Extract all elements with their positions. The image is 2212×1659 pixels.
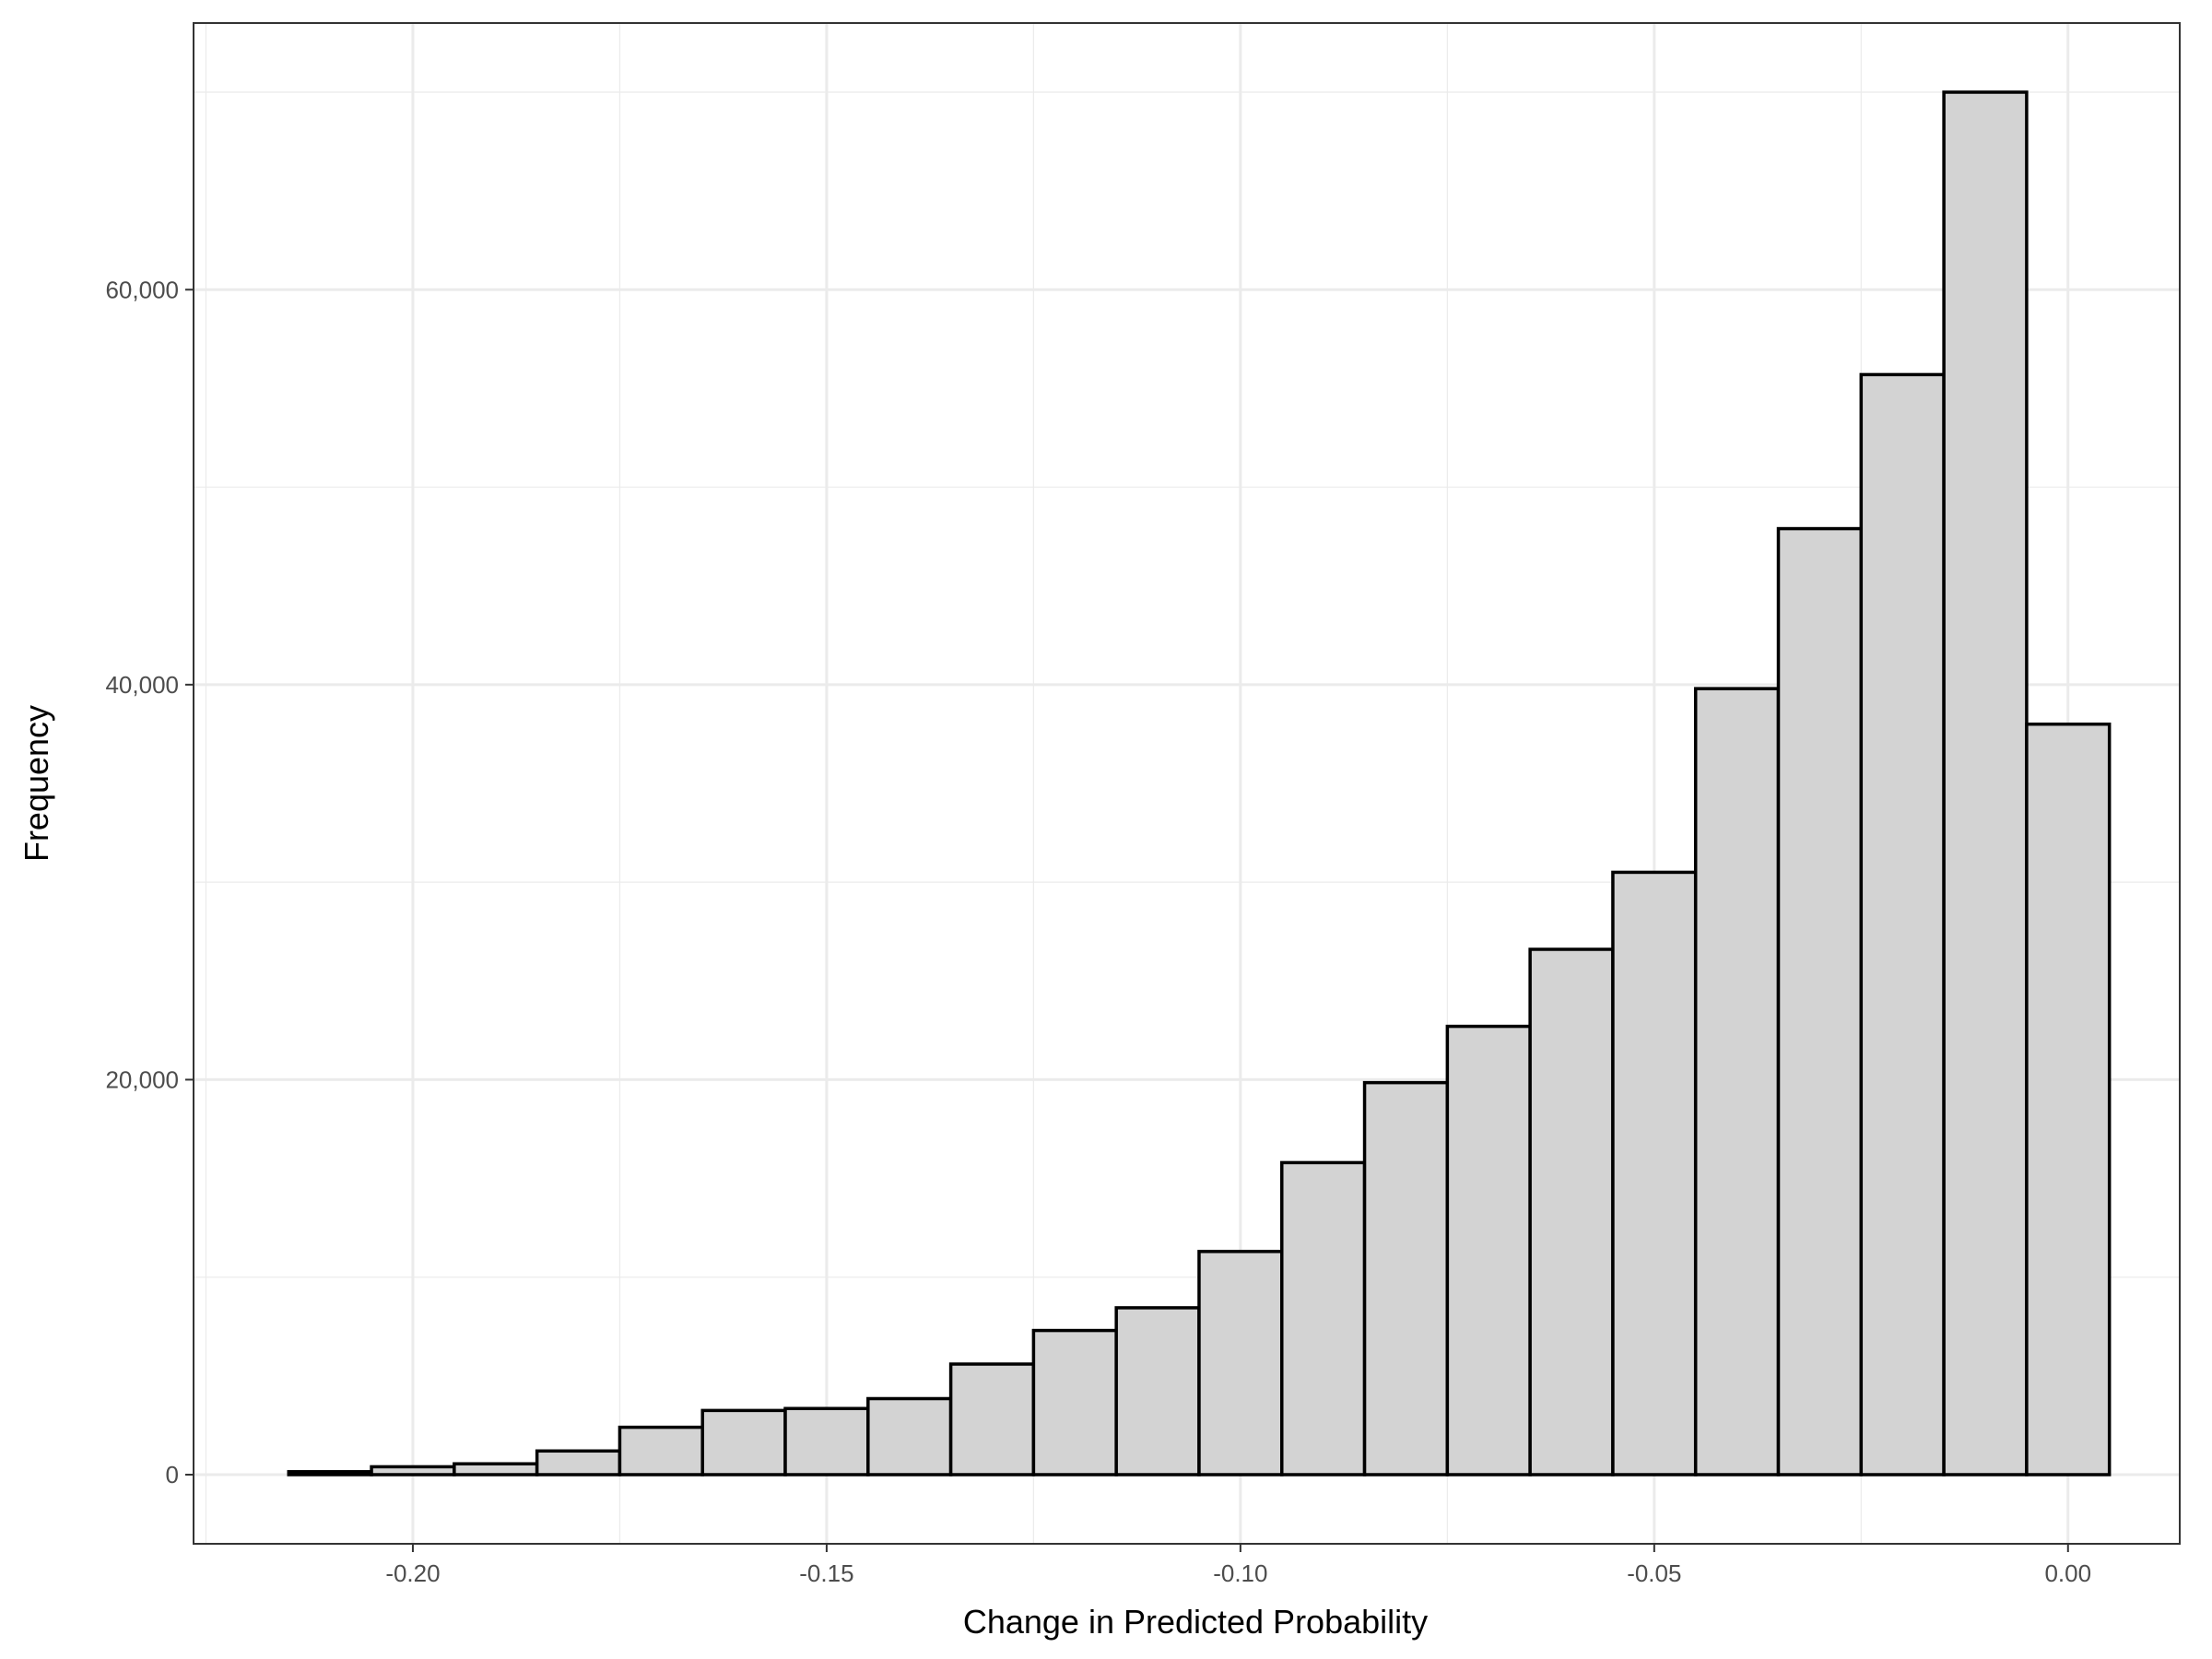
y-tick-label: 40,000 [105, 671, 179, 699]
y-axis: 0 20,000 40,000 60,000 [105, 276, 194, 1488]
histogram-bar [1693, 687, 1781, 1477]
histogram-bar [618, 1425, 704, 1477]
histogram-bar [866, 1396, 953, 1477]
x-tick-label: -0.05 [1627, 1559, 1681, 1587]
plot-border [193, 22, 2181, 1545]
y-tick-label: 20,000 [105, 1065, 179, 1093]
histogram-bar [370, 1465, 456, 1477]
histogram-bar [1280, 1160, 1367, 1477]
histogram-bar [1031, 1328, 1118, 1477]
y-tick-label: 60,000 [105, 276, 179, 303]
histogram-bar [453, 1462, 539, 1477]
y-tick-label: 0 [166, 1461, 179, 1488]
y-axis-title: Frequency [18, 705, 55, 862]
histogram-bar [1611, 870, 1698, 1477]
x-axis: -0.20 -0.15 -0.10 -0.05 0.00 [385, 1544, 2091, 1587]
histogram-bar [1942, 90, 2029, 1477]
x-tick-label: -0.10 [1213, 1559, 1267, 1587]
histogram-bar [1114, 1306, 1201, 1477]
histogram-bar [1859, 372, 1946, 1477]
histogram-bar [1197, 1250, 1284, 1477]
histogram-bar [783, 1406, 870, 1477]
histogram-bar [2025, 722, 2112, 1477]
histogram-bar [287, 1470, 373, 1477]
x-tick-label: -0.20 [385, 1559, 440, 1587]
histogram-bar [535, 1449, 622, 1477]
x-tick-label: -0.15 [799, 1559, 853, 1587]
histogram-bar [948, 1362, 1036, 1477]
histogram-bars [287, 90, 2112, 1477]
x-axis-title: Change in Predicted Probability [963, 1603, 1428, 1641]
histogram-bar [1445, 1024, 1532, 1477]
histogram-bar [1362, 1080, 1450, 1477]
histogram-bar [700, 1408, 787, 1477]
histogram-bar [1528, 947, 1615, 1477]
x-tick-label: 0.00 [2044, 1559, 2091, 1587]
histogram-bar [1776, 526, 1864, 1477]
